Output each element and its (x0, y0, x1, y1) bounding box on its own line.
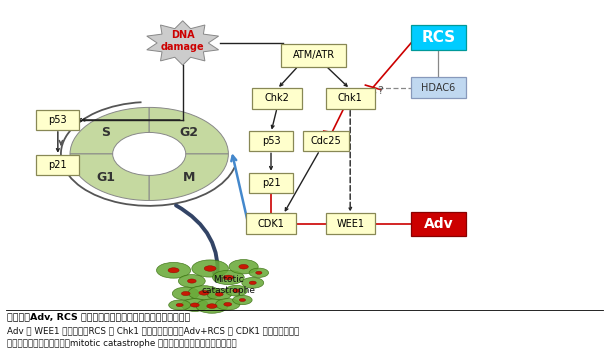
Text: p21: p21 (262, 178, 280, 188)
Ellipse shape (225, 285, 247, 296)
Text: Adv: Adv (424, 217, 453, 231)
Wedge shape (70, 107, 149, 154)
Text: WEE1: WEE1 (336, 219, 364, 229)
Text: ATM/ATR: ATM/ATR (292, 50, 335, 61)
Ellipse shape (169, 300, 191, 310)
Text: M: M (183, 171, 195, 184)
Ellipse shape (172, 287, 199, 300)
Ellipse shape (233, 289, 240, 292)
Ellipse shape (224, 303, 231, 306)
FancyBboxPatch shape (250, 131, 292, 151)
FancyBboxPatch shape (410, 25, 466, 50)
Ellipse shape (224, 275, 233, 280)
Text: G1: G1 (96, 171, 115, 184)
Ellipse shape (229, 260, 258, 274)
Text: 細胞周期を強制的に進め、mitotic catastrophe を引き起こし、がん細胞を殺す。: 細胞周期を強制的に進め、mitotic catastrophe を引き起こし、が… (7, 339, 237, 348)
Ellipse shape (249, 281, 256, 285)
Wedge shape (70, 154, 149, 200)
Ellipse shape (204, 266, 216, 271)
Ellipse shape (196, 299, 228, 313)
Text: p53: p53 (49, 115, 67, 125)
Text: S: S (101, 126, 110, 140)
FancyBboxPatch shape (37, 110, 79, 130)
Ellipse shape (207, 289, 231, 300)
FancyBboxPatch shape (246, 213, 296, 234)
Ellipse shape (157, 262, 191, 278)
Ellipse shape (216, 299, 240, 310)
Text: ?: ? (378, 86, 383, 96)
Text: （図１）Adv, RCS の両薬剤が細胞周期に及ぼす影響の経路図: （図１）Adv, RCS の両薬剤が細胞周期に及ぼす影響の経路図 (7, 312, 191, 321)
Text: p21: p21 (49, 160, 67, 170)
FancyBboxPatch shape (281, 44, 346, 67)
Ellipse shape (168, 268, 179, 273)
Ellipse shape (256, 271, 262, 274)
FancyBboxPatch shape (325, 213, 375, 234)
Text: Cdc25: Cdc25 (311, 136, 341, 146)
Text: RCS: RCS (421, 30, 456, 45)
Ellipse shape (216, 292, 223, 296)
Ellipse shape (188, 279, 196, 283)
FancyBboxPatch shape (325, 88, 375, 109)
Text: G2: G2 (179, 126, 199, 140)
Text: Chk1: Chk1 (338, 93, 362, 103)
Ellipse shape (239, 299, 245, 301)
Ellipse shape (192, 260, 228, 277)
Ellipse shape (178, 275, 205, 287)
Ellipse shape (242, 277, 264, 288)
FancyBboxPatch shape (410, 77, 466, 98)
Text: p53: p53 (262, 136, 280, 146)
Text: CDK1: CDK1 (258, 219, 284, 229)
Text: DNA
damage: DNA damage (161, 30, 205, 52)
Ellipse shape (181, 299, 208, 311)
Ellipse shape (207, 304, 217, 308)
FancyBboxPatch shape (410, 212, 466, 236)
FancyBboxPatch shape (303, 131, 349, 151)
Ellipse shape (181, 291, 190, 296)
Wedge shape (149, 154, 228, 200)
FancyBboxPatch shape (253, 88, 302, 109)
Ellipse shape (191, 303, 199, 307)
FancyBboxPatch shape (250, 173, 292, 193)
FancyBboxPatch shape (37, 155, 79, 175)
Ellipse shape (199, 291, 209, 295)
Text: Mitotic
catastrophe: Mitotic catastrophe (202, 275, 255, 295)
Ellipse shape (213, 270, 244, 285)
Text: Adv は WEE1 を阻害し、RCS は Chk1 を阻害するため、Adv+RCS は CDK1 を強く活性化し: Adv は WEE1 を阻害し、RCS は Chk1 を阻害するため、Adv+R… (7, 326, 300, 335)
Wedge shape (149, 107, 228, 154)
Ellipse shape (249, 268, 269, 277)
Ellipse shape (188, 286, 220, 300)
Text: Chk2: Chk2 (265, 93, 289, 103)
Ellipse shape (239, 264, 248, 269)
Ellipse shape (233, 295, 252, 305)
Polygon shape (147, 21, 219, 65)
Ellipse shape (176, 303, 183, 307)
Text: HDAC6: HDAC6 (421, 83, 456, 93)
